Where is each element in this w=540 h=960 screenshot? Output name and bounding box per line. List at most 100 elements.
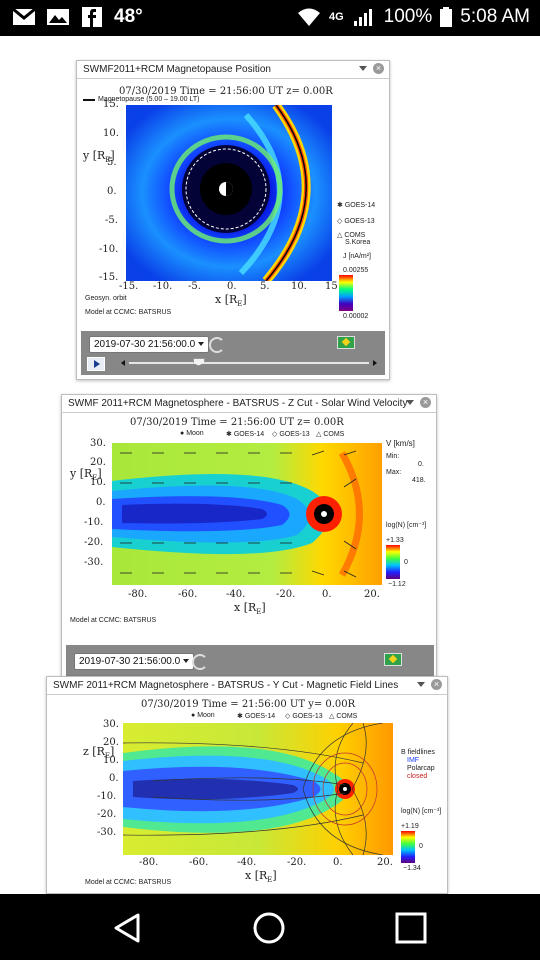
marker-goes14: ✱ GOES-14 xyxy=(337,202,376,209)
x-tick: 0. xyxy=(322,589,332,600)
widget-titlebar: SWMF2011+RCM Magnetopause Position × xyxy=(77,61,389,79)
time-slider[interactable] xyxy=(129,362,369,364)
collapse-icon[interactable] xyxy=(359,66,367,71)
x-axis-label: x [RE] xyxy=(234,601,266,617)
legend-moon: ● Moon xyxy=(180,430,204,437)
colorbar-unit: J [nA/m²] xyxy=(343,253,372,260)
x-tick: -60. xyxy=(178,589,198,600)
page-content: SWMF2011+RCM Magnetopause Position × 07/… xyxy=(0,36,540,894)
fieldlines-polarcap: Polarcap xyxy=(407,765,435,772)
legend-moon: ● Moon xyxy=(191,712,215,719)
x-tick: -60. xyxy=(189,857,209,868)
vector-scale-label: V [km/s] xyxy=(386,439,415,448)
y-tick: 0. xyxy=(107,186,117,197)
x-tick: -5. xyxy=(188,281,201,292)
recents-icon[interactable] xyxy=(394,911,428,945)
refresh-icon[interactable] xyxy=(209,337,225,353)
min-value: 0. xyxy=(418,461,424,468)
magnetopause-widget: SWMF2011+RCM Magnetopause Position × 07/… xyxy=(76,60,390,380)
close-icon[interactable]: × xyxy=(420,397,431,408)
colorbar-max: +1.19 xyxy=(401,823,419,830)
y-tick: 10. xyxy=(103,128,119,139)
x-tick: -20. xyxy=(276,589,296,600)
legend-goes14: ✱ GOES-14 xyxy=(226,431,265,438)
clock-text: 5:08 AM xyxy=(460,6,530,27)
refresh-icon[interactable] xyxy=(192,654,208,670)
fieldlines-closed: closed xyxy=(407,773,428,780)
widget-title: SWMF 2011+RCM Magnetosphere - BATSRUS - … xyxy=(68,398,408,409)
wifi-icon xyxy=(297,8,320,26)
y-tick: -20. xyxy=(97,809,117,820)
y-axis-label: y [RE] xyxy=(70,467,102,483)
colorbar-max: +1.33 xyxy=(386,537,404,544)
temperature-text: 48° xyxy=(114,6,143,27)
min-label: Min: xyxy=(386,453,400,460)
y-tick: 0. xyxy=(96,497,106,508)
time-select[interactable]: 2019-07-30 21:56:00.0 xyxy=(74,653,195,670)
slider-left-icon[interactable] xyxy=(121,360,125,366)
fieldlines-plot: 07/30/2019 Time = 21:56:00 UT y= 0.00R ●… xyxy=(51,697,445,893)
x-tick: 0. xyxy=(227,281,237,292)
colorbar-min: −1.12 xyxy=(388,581,406,588)
back-icon[interactable] xyxy=(110,911,144,945)
y-tick: -5. xyxy=(105,215,118,226)
x-axis-label: x [RE] xyxy=(245,869,277,885)
x-tick: 20. xyxy=(364,589,380,600)
x-tick: 5. xyxy=(260,281,270,292)
widget-titlebar: SWMF 2011+RCM Magnetosphere - BATSRUS - … xyxy=(47,677,447,695)
signal-icon xyxy=(353,9,372,26)
navigation-bar xyxy=(0,894,540,960)
colorbar xyxy=(339,275,353,311)
collapse-icon[interactable] xyxy=(417,682,425,687)
animation-controls: 2019-07-30 21:56:00.0 xyxy=(81,331,385,375)
x-tick: -40. xyxy=(237,857,257,868)
brazil-flag-icon[interactable] xyxy=(384,653,402,666)
x-tick: -80. xyxy=(128,589,148,600)
y-tick: -30. xyxy=(84,557,104,568)
max-label: Max: xyxy=(386,469,402,476)
battery-percent-text: 100% xyxy=(383,6,433,27)
velocity-plot: 07/30/2019 Time = 21:56:00 UT z= 0.00R ●… xyxy=(66,415,434,643)
y-tick: 20. xyxy=(90,457,106,468)
current-density-map xyxy=(126,105,332,281)
colorbar-unit: log(N) [cm⁻³] xyxy=(386,522,427,529)
x-tick: 10. xyxy=(291,281,307,292)
slider-right-icon[interactable] xyxy=(373,360,377,366)
model-credit: Model at CCMC: BATSRUS xyxy=(85,879,172,886)
x-tick: 15 xyxy=(325,281,338,292)
y-tick: -10. xyxy=(99,244,119,255)
close-icon[interactable]: × xyxy=(373,63,384,74)
orbit-legend: Geosyn. orbit xyxy=(85,295,127,302)
brazil-flag-icon[interactable] xyxy=(337,336,355,349)
legend-coms: △ COMS xyxy=(329,713,358,720)
plot-title: 07/30/2019 Time = 21:56:00 UT y= 0.00R xyxy=(141,699,356,710)
y-tick: 15. xyxy=(103,99,119,110)
widget-titlebar: SWMF 2011+RCM Magnetosphere - BATSRUS - … xyxy=(62,395,436,413)
y-tick: -10. xyxy=(84,517,104,528)
x-tick: 20. xyxy=(377,857,393,868)
collapse-icon[interactable] xyxy=(406,400,414,405)
y-tick: 20. xyxy=(103,737,119,748)
colorbar-min: 0.00002 xyxy=(343,313,369,320)
zcut-widget: SWMF 2011+RCM Magnetosphere - BATSRUS - … xyxy=(61,394,437,700)
colorbar-max: 0.00255 xyxy=(343,267,369,274)
slider-thumb[interactable] xyxy=(192,358,205,366)
y-tick: -20. xyxy=(84,537,104,548)
network-type-text: 4G xyxy=(328,11,344,23)
y-tick: -10. xyxy=(97,791,117,802)
plot-title: 07/30/2019 Time = 21:56:00 UT z= 0.00R xyxy=(119,86,333,97)
play-button[interactable] xyxy=(87,357,105,371)
facebook-icon xyxy=(82,7,102,27)
x-axis-label: x [RE] xyxy=(215,293,247,309)
home-icon[interactable] xyxy=(252,911,286,945)
close-icon[interactable]: × xyxy=(431,679,442,690)
gmail-icon xyxy=(12,7,36,25)
widget-title: SWMF 2011+RCM Magnetosphere - BATSRUS - … xyxy=(53,680,399,691)
x-tick: -20. xyxy=(287,857,307,868)
colorbar-min: −1.34 xyxy=(403,865,421,872)
y-tick: -30. xyxy=(97,827,117,838)
y-tick: 10. xyxy=(90,477,106,488)
time-select[interactable]: 2019-07-30 21:56:00.0 xyxy=(89,336,210,353)
status-bar: 48° 4G 100% 5:08 AM xyxy=(0,0,540,36)
legend-goes13: ◇ GOES-13 xyxy=(272,431,310,438)
